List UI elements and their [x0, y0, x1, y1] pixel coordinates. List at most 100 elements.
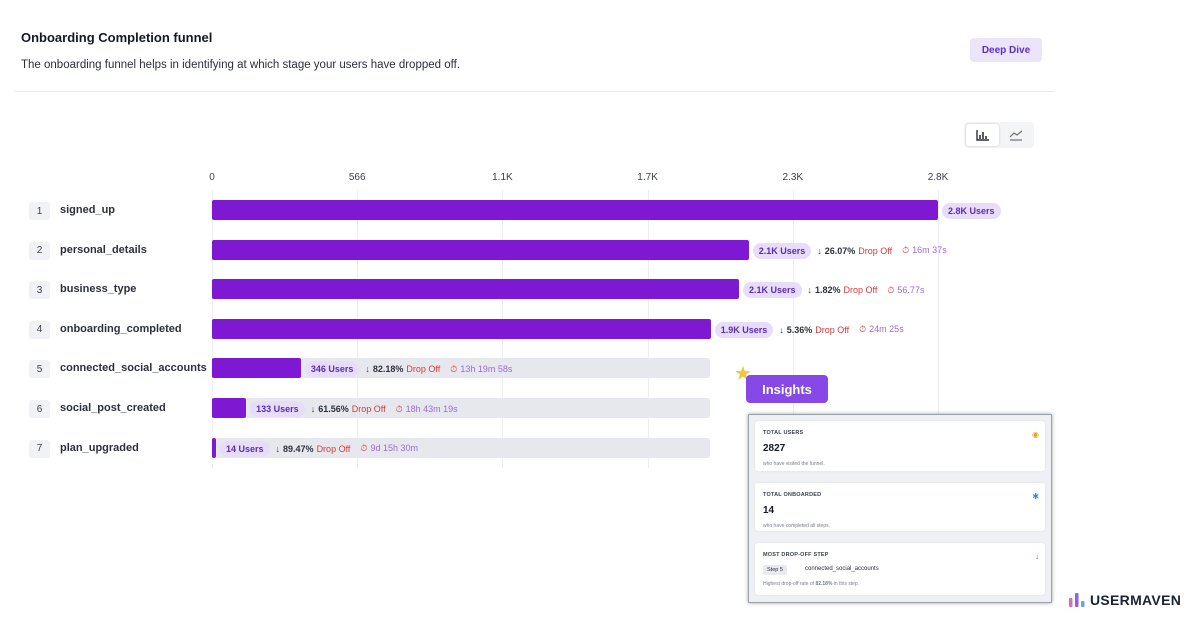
drop-arrow-icon: ↓: [779, 324, 784, 335]
x-tick-label: 566: [348, 172, 366, 183]
total-users-value: 2827: [763, 443, 786, 454]
timer-icon: ⏱: [395, 403, 403, 414]
time-value: 56.77s: [897, 284, 925, 295]
bar-info: 346 Users ↓ 82.18% Drop Off ⏱ 13h 19m 58s: [304, 361, 512, 378]
drop-arrow-icon: ↓: [365, 364, 370, 375]
step-name[interactable]: connected_social_accounts: [60, 362, 207, 375]
step-number: 5: [29, 360, 50, 379]
drop-arrow-icon: ↓: [1035, 552, 1039, 561]
step-name[interactable]: onboarding_completed: [60, 322, 182, 335]
time-value: 24m 25s: [869, 324, 904, 335]
bar-info: 2.1K Users ↓ 1.82% Drop Off ⏱ 56.77s: [742, 282, 924, 299]
most-drop-desc-suffix: in this step.: [833, 581, 860, 587]
funnel-bar[interactable]: [212, 200, 938, 220]
total-users-label: TOTAL USERS: [763, 430, 804, 436]
drop-off-label: Drop Off: [316, 443, 351, 454]
funnel-subtitle: The onboarding funnel helps in identifyi…: [21, 59, 460, 71]
timer-icon: ⏱: [902, 245, 910, 256]
time-value: 9d 15h 30m: [370, 443, 418, 454]
step-name[interactable]: business_type: [60, 283, 137, 296]
x-tick-label: 2.3K: [782, 172, 804, 183]
most-drop-desc: Highest drop-off rate of 82.18% in this …: [763, 581, 859, 587]
drop-off-label: Drop Off: [406, 364, 441, 375]
drop-arrow-icon: ↓: [807, 285, 813, 296]
users-icon: ◉: [1032, 430, 1039, 439]
step-number: 3: [29, 281, 50, 300]
step-number: 7: [29, 439, 50, 458]
x-tick-label: 0: [209, 172, 215, 183]
bar-chart-view-button[interactable]: [966, 124, 999, 146]
step-name[interactable]: personal_details: [60, 243, 147, 256]
total-users-card: TOTAL USERS 2827 who have visited the fu…: [755, 421, 1045, 471]
line-chart-view-button[interactable]: [999, 124, 1032, 146]
timer-icon: ⏱: [450, 363, 458, 374]
step-number: 4: [29, 320, 50, 339]
drop-off-label: Drop Off: [843, 285, 878, 296]
bar-info: 1.9K Users ↓ 5.36% Drop Off ⏱ 24m 25s: [714, 321, 904, 338]
gridline: [938, 190, 939, 468]
drop-off-percent: 61.56%: [318, 404, 349, 414]
drop-off-percent: 1.82%: [815, 285, 841, 296]
insights-panel: TOTAL USERS 2827 who have visited the fu…: [748, 414, 1052, 603]
timer-icon: ⏱: [859, 324, 867, 335]
time-to-convert: ⏱ 18h 43m 19s: [396, 404, 458, 415]
most-drop-step-chip: Step 5: [763, 565, 787, 575]
drop-off-label: Drop Off: [858, 245, 893, 256]
bar-track: [212, 437, 710, 458]
step-name[interactable]: plan_upgraded: [60, 441, 139, 454]
bar-info: 14 Users ↓ 89.47% Drop Off ⏱ 9d 15h 30m: [220, 440, 418, 457]
time-value: 13h 19m 58s: [460, 363, 513, 374]
most-drop-card: MOST DROP-OFF STEP Step 5 connected_soci…: [755, 543, 1045, 595]
time-to-convert: ⏱ 24m 25s: [859, 324, 904, 335]
x-tick-label: 2.8K: [927, 172, 949, 183]
brand-name: USERMAVEN: [1090, 592, 1182, 608]
funnel-bar[interactable]: [212, 239, 749, 260]
usermaven-logo-icon: [1069, 593, 1085, 607]
step-name[interactable]: signed_up: [60, 204, 116, 216]
time-to-convert: ⏱ 16m 37s: [902, 245, 947, 256]
view-toggle: [964, 122, 1034, 148]
time-to-convert: ⏱ 56.77s: [887, 285, 924, 296]
time-to-convert: ⏱ 9d 15h 30m: [360, 443, 418, 454]
funnel-bar[interactable]: [212, 398, 247, 418]
drop-off-label: Drop Off: [351, 404, 386, 414]
insights-tag: Insights: [746, 375, 828, 403]
funnel-bar[interactable]: [212, 318, 711, 339]
brand-logo: USERMAVEN: [1068, 592, 1181, 608]
bar-track: [212, 398, 710, 418]
drop-off-percent: 82.18%: [372, 364, 404, 375]
time-to-convert: ⏱ 13h 19m 58s: [450, 364, 512, 375]
drop-off-percent: 89.47%: [283, 443, 314, 454]
bar-info: 2.1K Users ↓ 26.07% Drop Off ⏱ 16m 37s: [752, 242, 947, 259]
step-number: 2: [29, 241, 50, 260]
users-count-pill: 14 Users: [220, 440, 270, 457]
drop-arrow-icon: ↓: [817, 245, 822, 256]
users-count-pill: 2.1K Users: [742, 282, 802, 299]
gridline: [792, 190, 794, 468]
bar-info: 2.8K Users: [942, 203, 1001, 219]
drop-off-label: Drop Off: [815, 324, 850, 335]
header-divider: [14, 91, 1054, 92]
step-number: 6: [29, 400, 50, 418]
most-drop-desc-pct: 82.18%: [815, 581, 833, 587]
funnel-title: Onboarding Completion funnel: [21, 30, 213, 45]
users-count-pill: 346 Users: [304, 361, 360, 378]
deep-dive-button[interactable]: Deep Dive: [970, 38, 1042, 62]
drop-off-percent: 26.07%: [824, 245, 856, 256]
drop-arrow-icon: ↓: [275, 443, 281, 454]
users-count-pill: 1.9K Users: [714, 321, 774, 338]
step-name[interactable]: social_post_created: [60, 402, 166, 414]
team-icon: ✱: [1032, 492, 1039, 501]
funnel-bar[interactable]: [212, 358, 301, 379]
timer-icon: ⏱: [360, 443, 368, 454]
funnel-bar[interactable]: [212, 437, 216, 458]
funnel-bar[interactable]: [212, 279, 739, 300]
total-onboarded-desc: who have completed all steps.: [763, 523, 830, 529]
x-tick-label: 1.7K: [637, 172, 658, 183]
total-onboarded-value: 14: [763, 505, 775, 516]
total-users-desc: who have visited the funnel.: [763, 461, 825, 467]
most-drop-desc-prefix: Highest drop-off rate of: [763, 581, 815, 587]
drop-arrow-icon: ↓: [310, 404, 316, 414]
most-drop-label: MOST DROP-OFF STEP: [763, 552, 829, 558]
x-tick-label: 1.1K: [492, 172, 513, 183]
